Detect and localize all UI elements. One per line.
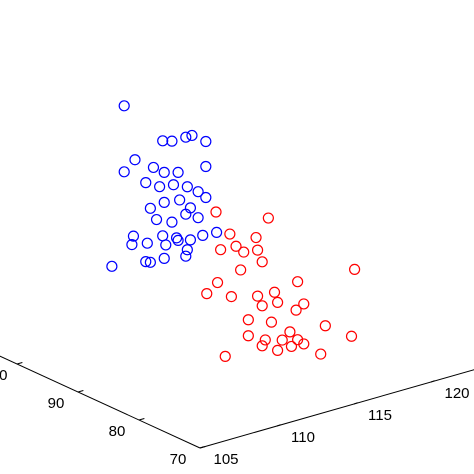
point xyxy=(144,256,156,268)
point xyxy=(157,230,169,242)
point xyxy=(167,179,180,191)
x-tick-label: 120 xyxy=(444,385,469,402)
x-axis xyxy=(199,369,474,449)
x-tick-label: 115 xyxy=(368,407,392,424)
point xyxy=(150,213,163,226)
point xyxy=(251,290,264,302)
point xyxy=(315,348,327,360)
point xyxy=(144,202,156,214)
point xyxy=(242,330,254,342)
point xyxy=(256,300,268,312)
point xyxy=(200,160,212,173)
point xyxy=(192,186,204,198)
point xyxy=(256,256,268,268)
point xyxy=(298,338,310,350)
point xyxy=(268,286,281,298)
y-tick xyxy=(138,417,145,421)
y-tick-label: 100 xyxy=(0,367,8,384)
point xyxy=(181,181,193,193)
point xyxy=(166,135,178,147)
point xyxy=(106,260,118,272)
point xyxy=(210,206,222,218)
point xyxy=(166,216,178,228)
y-tick-label: 80 xyxy=(109,423,126,440)
point xyxy=(160,239,172,251)
point xyxy=(284,326,296,338)
point xyxy=(256,340,268,352)
point xyxy=(225,291,237,303)
point xyxy=(215,244,227,256)
point xyxy=(200,191,212,204)
point xyxy=(181,244,193,256)
point xyxy=(126,239,138,251)
point xyxy=(118,100,130,112)
point xyxy=(242,314,254,326)
point xyxy=(180,250,192,262)
point xyxy=(292,276,304,288)
point xyxy=(158,166,170,178)
point xyxy=(127,230,140,242)
point xyxy=(180,131,192,143)
point xyxy=(118,166,130,178)
point xyxy=(158,252,170,264)
y-tick xyxy=(199,445,206,449)
y-tick-label: 90 xyxy=(48,395,65,412)
y-tick xyxy=(77,389,84,393)
point xyxy=(272,296,284,308)
x-tick xyxy=(353,402,358,405)
point xyxy=(186,129,198,142)
point xyxy=(157,135,169,147)
point xyxy=(170,232,183,244)
x-tick-label: 110 xyxy=(291,429,315,446)
point xyxy=(172,166,184,178)
point xyxy=(235,264,247,276)
point xyxy=(200,135,212,148)
point xyxy=(197,229,209,241)
point xyxy=(262,212,274,224)
point xyxy=(290,304,302,316)
x-tick xyxy=(430,380,435,383)
point xyxy=(298,298,310,310)
point xyxy=(251,244,264,256)
point xyxy=(272,344,284,356)
point xyxy=(349,263,361,275)
point xyxy=(141,237,153,249)
point xyxy=(219,350,231,362)
point xyxy=(154,181,166,193)
point xyxy=(129,154,141,166)
point xyxy=(250,231,262,244)
point xyxy=(276,334,288,346)
point xyxy=(211,226,223,238)
point xyxy=(265,316,278,328)
y-tick xyxy=(16,361,23,365)
point xyxy=(211,276,224,289)
point xyxy=(224,228,236,240)
point xyxy=(140,256,152,268)
point xyxy=(147,161,160,174)
y-tick-label: 70 xyxy=(170,451,187,468)
point xyxy=(180,208,192,220)
point xyxy=(174,194,186,206)
y-axis xyxy=(0,355,201,449)
x-tick-label: 105 xyxy=(213,451,238,468)
point xyxy=(345,330,358,342)
point xyxy=(201,288,213,300)
point xyxy=(140,177,152,189)
x-tick xyxy=(276,424,281,427)
point xyxy=(238,246,250,258)
point xyxy=(259,334,271,346)
point xyxy=(192,212,204,224)
point xyxy=(319,320,331,332)
point xyxy=(285,340,298,353)
point xyxy=(184,234,197,246)
point xyxy=(230,240,242,252)
point xyxy=(172,234,184,246)
point xyxy=(292,334,304,346)
point xyxy=(158,196,170,208)
